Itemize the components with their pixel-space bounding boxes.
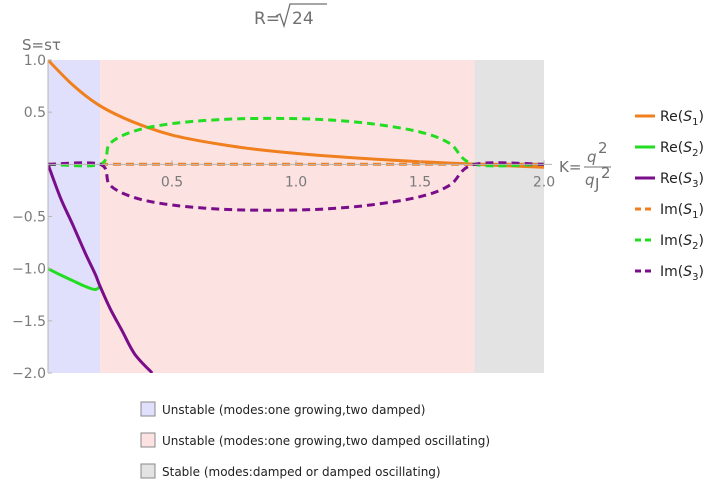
y-tick-label: −0.5 <box>12 210 46 226</box>
chart-title-prefix: R= <box>254 9 280 29</box>
series-line-3 <box>48 163 154 373</box>
x-tick-label: 2.0 <box>533 174 555 190</box>
legend-label: Re(S2) <box>660 140 704 159</box>
region-band-1 <box>48 60 101 373</box>
y-tick-label: 1.0 <box>24 53 46 69</box>
y-axis-label: S=sτ <box>22 36 61 54</box>
region-legend-swatch <box>140 463 156 479</box>
x-tick-label: 0.5 <box>161 174 183 190</box>
x-axis-label-prefix: K= <box>559 158 581 176</box>
region-band-3 <box>474 60 544 373</box>
x-axis-label-denominator-exp: 2 <box>601 164 611 182</box>
x-tick-label: 1.5 <box>409 174 431 190</box>
region-legend-swatch <box>140 432 156 448</box>
chart-title-radicand: 24 <box>292 9 314 29</box>
y-tick-label: −1.5 <box>12 314 46 330</box>
region-legend-label: Unstable (modes:one growing,two damped o… <box>162 434 490 448</box>
x-axis-label-denominator: q <box>585 171 595 189</box>
series-line-1 <box>48 60 545 169</box>
legend-label: Im(S2) <box>660 233 704 252</box>
series-line-6 <box>48 161 545 212</box>
legend-label: Im(S1) <box>660 202 704 221</box>
series-legend: Re(S1) Re(S2) Re(S3) Im(S1) Im(S2) Im(S3) <box>635 109 704 283</box>
sqrt-symbol <box>275 3 327 29</box>
legend-label: Re(S3) <box>660 171 704 190</box>
axis-ticks: 0.5 1.0 1.5 2.0 1.0 0.5 −0.5 −1.0 −1.5 −2.0 <box>12 53 555 382</box>
region-band-2 <box>100 60 475 373</box>
x-axis-label-numerator: q <box>587 148 597 166</box>
legend-label: Re(S1) <box>660 109 704 128</box>
x-axis-label-numerator-exp: 2 <box>598 139 608 157</box>
region-legend: Unstable (modes:one growing,two damped) U… <box>140 401 490 479</box>
series-line-5 <box>48 116 545 168</box>
legend-label: Im(S3) <box>660 264 704 283</box>
y-tick-label: 0.5 <box>24 105 46 121</box>
region-legend-label: Stable (modes:damped or damped oscillati… <box>162 465 441 479</box>
series-line-2 <box>48 267 102 291</box>
y-tick-label: −2.0 <box>12 366 46 382</box>
y-tick-label: −1.0 <box>12 262 46 278</box>
x-tick-label: 1.0 <box>285 174 307 190</box>
region-bands <box>48 60 544 373</box>
x-axis-label-denominator-sub: J <box>594 175 599 193</box>
region-legend-label: Unstable (modes:one growing,two damped) <box>162 403 425 417</box>
region-legend-swatch <box>140 401 156 417</box>
